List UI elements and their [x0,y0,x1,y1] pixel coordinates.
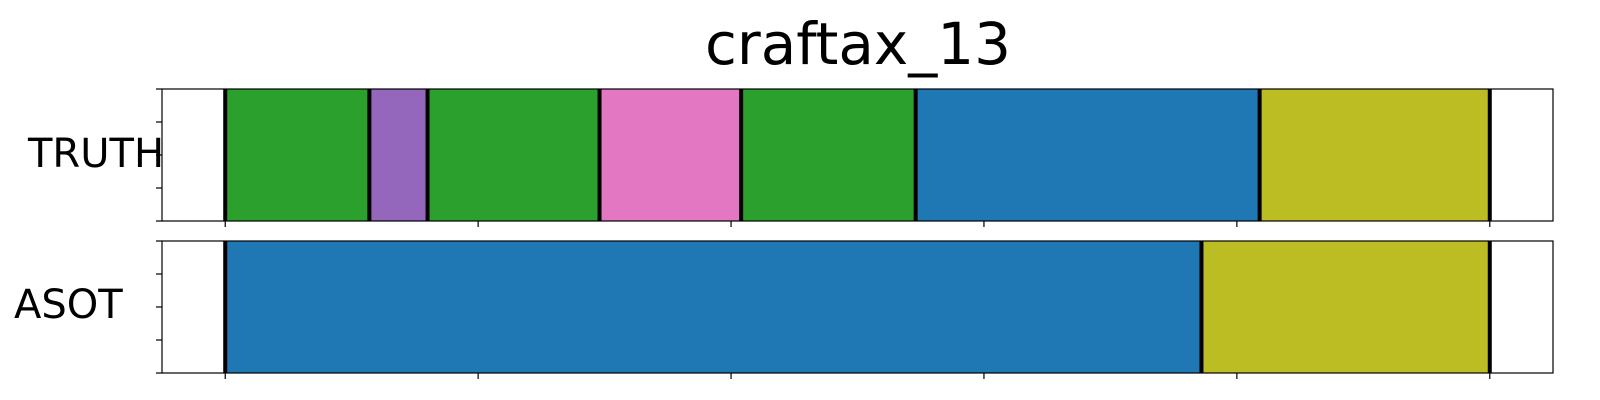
segment-truth-4 [599,89,742,221]
segment-truth-7 [1259,89,1490,221]
segment-truth-1 [225,89,370,221]
row-label-asot: ASOT [14,282,123,328]
row-label-truth: TRUTH [27,131,164,177]
chart-title: craftax_13 [705,10,1011,78]
row-truth-plot [156,88,1554,227]
segment-truth-2 [369,89,428,221]
row-truth: TRUTH [27,88,1554,227]
segment-truth-3 [427,89,600,221]
segment-truth-5 [741,89,916,221]
row-asot-plot [156,240,1554,379]
segment-truth-6 [915,89,1260,221]
segment-asot-2 [1201,241,1490,373]
segment-asot-1 [225,241,1202,373]
row-asot: ASOT [14,240,1554,379]
